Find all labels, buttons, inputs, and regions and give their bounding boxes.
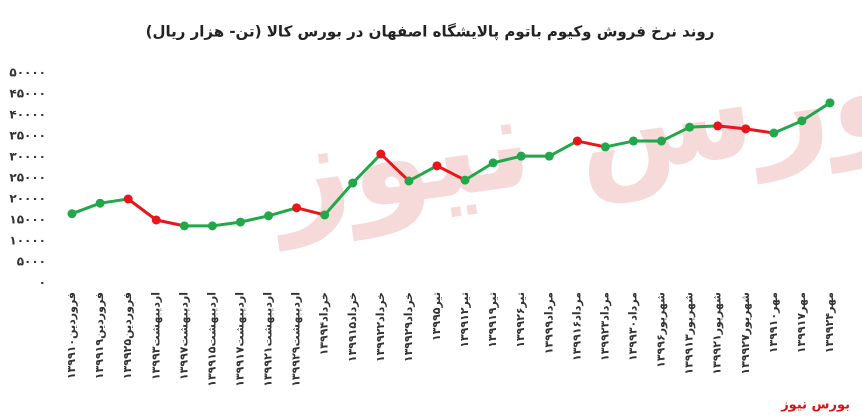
data-point [123,194,133,204]
data-point [67,209,77,219]
x-tick-label: ۱۳۹۹فروردین۱۹ [93,292,106,379]
data-point [292,203,302,213]
line-segment [801,101,831,123]
data-point [825,98,835,108]
x-tick-label: ۱۳۹۹اردیبهشت۱۷ [233,292,246,387]
data-point [348,178,358,188]
x-tick-label: ۱۳۹۹خرداد۱۵ [346,292,359,362]
y-tick-label: ۰ [39,276,46,290]
x-tick-label: ۱۳۹۹اردیبهشت۲۱ [262,292,275,387]
x-tick-label: ۱۳۹۹اردیبهشت۲۹ [290,292,303,387]
line-segment [71,201,101,216]
x-tick-label: ۱۳۹۹مهر۲۴ [823,292,836,353]
data-point [572,136,582,146]
data-point [376,149,386,159]
data-point [628,136,638,146]
data-point [235,217,245,227]
y-tick-label: ۳۰۰۰۰ [9,150,46,164]
x-tick-label: ۱۳۹۹فروردین۱۰ [65,292,78,379]
data-point [207,221,217,231]
line-segment [689,124,718,129]
x-tick-label: ۱۳۹۹اردیبهشت۱۵ [205,292,218,387]
data-point [685,122,695,132]
x-tick-label: ۱۳۹۹اردیبهشت۳ [149,292,162,380]
line-segment [717,124,746,131]
data-point [769,128,779,138]
x-tick-label: ۱۳۹۹تیر۱۹ [486,292,499,348]
x-tick-label: ۱۳۹۹خرداد۲۹ [402,292,415,362]
data-point [600,142,610,152]
line-segment [127,197,158,222]
x-tick-label: ۱۳۹۹تیر۱۲ [458,292,471,348]
data-point [404,176,414,186]
x-tick-label: ۱۳۹۹مرداد۲۳ [598,292,611,361]
data-point [544,151,554,161]
data-point [713,121,723,131]
y-tick-label: ۱۰۰۰۰ [9,234,46,248]
line-segment [548,139,579,158]
x-tick-label: ۱۳۹۹شهریور۶ [655,292,668,368]
y-tick-label: ۴۰۰۰۰ [9,108,46,122]
line-segment [408,164,438,183]
line-segment [212,220,241,228]
line-segment [99,197,129,205]
line-segment [323,182,354,216]
data-point [151,215,161,225]
x-tick-label: ۱۳۹۹مرداد۳۰ [626,292,639,361]
data-point [320,210,330,220]
data-point [432,161,442,171]
data-point [797,116,807,126]
data-point [179,221,189,231]
line-segment [155,218,185,228]
y-tick-label: ۴۵۰۰۰ [9,87,46,101]
x-tick-label: ۱۳۹۹تیر۲۶ [514,292,527,348]
source: بورس نیوز [780,398,850,413]
data-point [95,198,105,208]
data-point [516,151,526,161]
line-segment [240,214,269,224]
line-segment [268,206,298,218]
line-segment [745,127,775,135]
data-point [741,124,751,134]
data-point [264,211,274,221]
x-tick-label: ۱۳۹۹شهریور۱۳ [683,292,696,375]
line-segment [492,154,522,165]
x-tick-label: ۱۳۹۹تیر۵ [430,292,443,341]
y-tick-label: ۲۰۰۰۰ [9,192,46,206]
chart-title: روند نرخ فروش وکیوم باتوم پالایشگاه اصفه… [146,23,715,42]
line-segment [605,139,634,149]
x-tick-label: ۱۳۹۹اردیبهشت۷ [177,292,190,380]
x-tick-label: ۱۳۹۹مهر۱۰ [767,292,780,353]
line-segment [379,152,410,183]
y-tick-label: ۵۰۰۰۰ [9,66,46,80]
line-segment [296,206,326,217]
x-tick-label: ۱۳۹۹خرداد۴ [318,292,331,355]
x-tick-label: ۱۳۹۹مهر۱۷ [795,292,808,353]
line-segment [351,153,382,185]
line-segment [577,139,606,149]
x-tick-label: ۱۳۹۹شهریور۲۱ [711,292,724,375]
line-segment [464,161,494,182]
data-point [460,175,470,185]
y-tick-label: ۳۵۰۰۰ [9,129,46,143]
x-tick-label: ۱۳۹۹شهریور۲۷ [739,292,752,375]
x-tick-label: ۱۳۹۹خرداد۲۲ [374,292,387,362]
y-tick-label: ۲۵۰۰۰ [9,171,46,185]
line-segment [773,119,803,135]
line-segment [436,164,466,182]
data-point [488,158,498,168]
line-segment [660,125,691,143]
y-tick-label: ۱۵۰۰۰ [9,213,46,227]
x-tick-label: ۱۳۹۹مرداد۹ [542,292,555,354]
x-tick-label: ۱۳۹۹مرداد۱۶ [570,292,583,361]
x-tick-label: ۱۳۹۹فروردین۲۵ [121,292,134,379]
data-point [657,136,667,146]
y-tick-label: ۵۰۰۰ [17,255,46,269]
